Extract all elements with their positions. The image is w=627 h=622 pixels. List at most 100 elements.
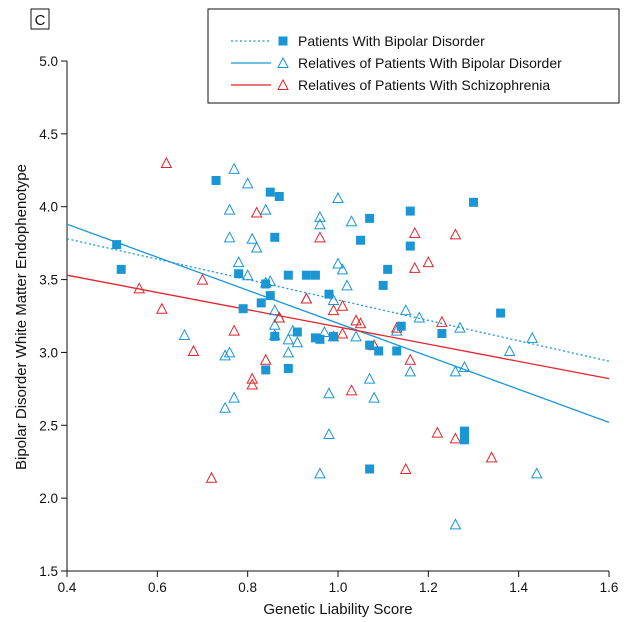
schizophrenia-relative-point (431, 426, 444, 438)
bipolar-relative-point (314, 210, 326, 222)
bipolar-patient-point (211, 175, 221, 185)
schizophrenia-relative-point (133, 282, 146, 294)
y-tick-label: 4.0 (39, 200, 58, 215)
y-tick-label: 2.0 (39, 491, 58, 506)
schizophrenia-relative-point (160, 156, 173, 168)
y-tick-label: 1.5 (39, 564, 58, 579)
bipolar-relative-point (223, 346, 236, 358)
schizophrenia-relative-point (300, 292, 313, 304)
schizophrenia-relative-point (449, 432, 462, 444)
y-tick-label: 5.0 (39, 54, 58, 69)
bipolar-relative-point (232, 256, 245, 268)
schizophrenia-relative-point (422, 256, 435, 268)
legend-marker-2 (277, 56, 289, 68)
bipolar-relative-point (318, 325, 331, 338)
bipolar-relative-point (368, 391, 380, 403)
bipolar-relative-point (345, 215, 358, 227)
schizophrenia-relative-point (354, 317, 367, 329)
schizophrenia-relative-point (404, 353, 417, 365)
bipolar-relative-point (314, 467, 326, 479)
bipolar-relative-point (241, 177, 254, 189)
bipolar-relative-fit-line (66, 223, 610, 423)
legend-marker-3 (277, 78, 289, 90)
bipolar-patient-point (261, 279, 271, 289)
bipolar-patient-point (378, 280, 388, 290)
y-axis-title: Bipolar Disorder White Matter Endophenot… (13, 164, 30, 470)
bipolar-patient-point (469, 197, 478, 207)
x-tick-label: 1.4 (509, 580, 528, 595)
schizophrenia-relative-point (273, 311, 286, 323)
schizophrenia-relative-point (485, 451, 498, 463)
bipolar-patient-point (396, 321, 406, 331)
schizophrenia-relative-point (350, 314, 362, 326)
bipolar-patient-point (270, 331, 280, 341)
bipolar-patient-point (234, 269, 244, 279)
schizophrenia-relative-point (399, 462, 412, 474)
y-tick-label: 2.5 (39, 418, 58, 433)
bipolar-patient-point (392, 346, 402, 356)
panel-label-box (30, 8, 50, 30)
bipolar-relative-point (363, 372, 376, 384)
bipolar-relative-point (219, 349, 231, 361)
schizophrenia-relative-point (259, 353, 272, 365)
bipolar-patient-point (324, 289, 334, 299)
y-tick-label: 4.5 (39, 127, 58, 142)
legend-marker-1 (278, 36, 288, 46)
schizophrenia-relative-point (336, 327, 349, 339)
bipolar-relative-point (332, 191, 344, 203)
bipolar-patient-point (383, 264, 393, 274)
bipolar-patient-point (310, 270, 320, 280)
schizophrenia-relative-point (336, 299, 349, 311)
bipolar-patient-point (315, 334, 325, 344)
bipolar-patient-point (283, 270, 293, 280)
bipolar-patient-point (301, 270, 311, 280)
bipolar-relative-point (449, 365, 462, 377)
bipolar-patient-point (292, 327, 302, 337)
bipolar-relative-point (336, 263, 349, 275)
bipolar-patient-point (261, 365, 271, 375)
data-points (112, 156, 543, 530)
schizophrenia-relative-point (205, 471, 218, 483)
bipolar-relative-point (223, 231, 236, 243)
bipolar-relative-point (246, 232, 259, 244)
bipolar-patient-point (496, 308, 506, 318)
schizophrenia-relative-fit-line (66, 274, 610, 380)
bipolar-relative-point (219, 401, 231, 413)
bipolar-relative-point (458, 360, 471, 372)
schizophrenia-relative-point (187, 344, 200, 356)
bipolar-patient-point (365, 464, 375, 474)
bipolar-patient-point (265, 291, 275, 301)
schizophrenia-relative-point (250, 206, 263, 218)
bipolar-relative-point (268, 304, 281, 316)
bipolar-patient-point (274, 192, 284, 202)
legend: Patients With Bipolar Disorder Relatives … (207, 8, 620, 104)
bipolar-relative-point (350, 330, 362, 342)
legend-box (207, 8, 620, 104)
bipolar-relative-point (341, 279, 353, 291)
bipolar-relative-point (323, 427, 335, 440)
x-axis-title: Genetic Liability Score (263, 601, 412, 618)
bipolar-patient-point (405, 241, 415, 251)
bipolar-patient-point (238, 304, 248, 314)
y-tick-label: 3.5 (39, 273, 58, 288)
schizophrenia-relative-point (345, 384, 358, 396)
bipolar-patient-point (265, 187, 275, 197)
x-tick-label: 0.4 (58, 580, 77, 595)
x-tick-label: 1.6 (600, 580, 619, 595)
bipolar-relative-point (228, 391, 240, 403)
axes: 0.4 0.6 0.8 1.0 1.2 1.4 1.6 1.5 2.0 2.5 3.0 3.5 4.0 4… (39, 54, 618, 595)
schizophrenia-relative-point (408, 226, 421, 238)
bipolar-patient-point (116, 264, 126, 274)
bipolar-relative-point (323, 387, 335, 399)
bipolar-relative-point (399, 304, 412, 316)
schizophrenia-relative-point (327, 304, 340, 316)
schizophrenia-relative-point (228, 324, 240, 336)
schizophrenia-relative-point (246, 378, 259, 390)
bipolar-patient-point (365, 213, 375, 223)
bipolar-relative-point (282, 333, 295, 345)
bipolar-patient-point (283, 363, 293, 373)
panel-label: C (30, 8, 50, 30)
bipolar-patient-point (256, 298, 266, 308)
